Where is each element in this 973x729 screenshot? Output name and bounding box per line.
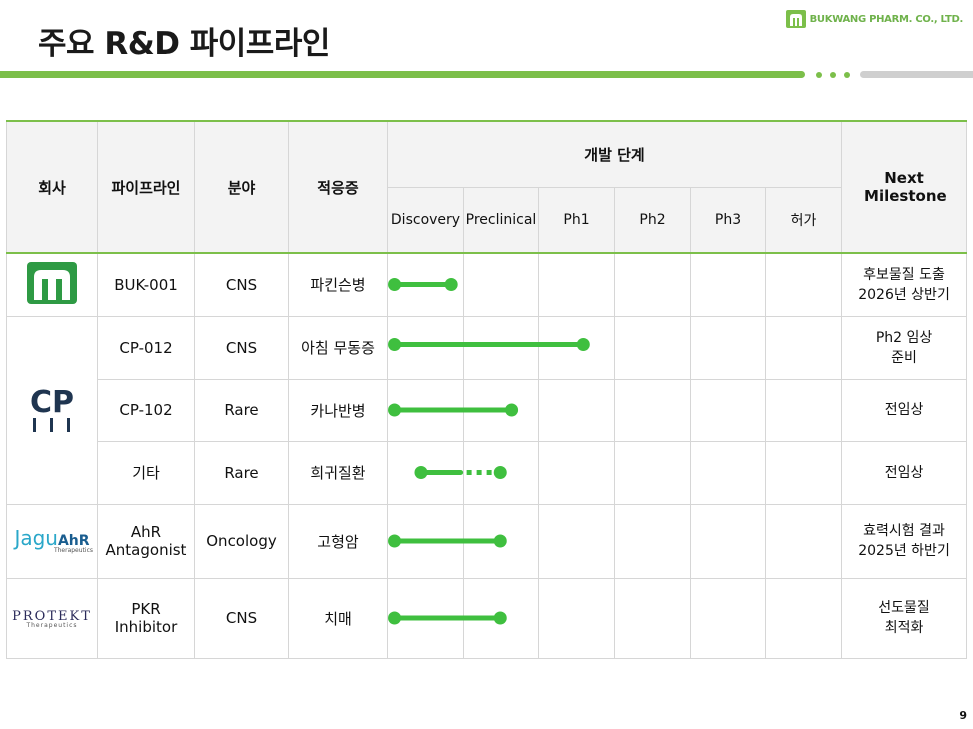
header-indication: 적응증: [288, 120, 388, 254]
stage-header: Ph1: [538, 186, 615, 254]
field: CNS: [194, 315, 289, 380]
header-dot: [844, 72, 850, 78]
header-pipeline: 파이프라인: [97, 120, 195, 254]
field: Rare: [194, 440, 289, 505]
stage-header: Ph2: [614, 186, 691, 254]
indication: 카나반병: [288, 378, 388, 442]
indication: 치매: [288, 577, 388, 659]
field: CNS: [194, 577, 289, 659]
header-company: 회사: [6, 120, 98, 254]
bukwang-logo-icon: [785, 10, 806, 28]
pipeline-table: 회사 파이프라인 분야 적응증 개발 단계 Next Milestone Dis…: [6, 120, 968, 659]
table-row: JaguAhR Therapeutics AhR Antagonist Oncol…: [6, 503, 968, 579]
stage-header: Ph3: [690, 186, 766, 254]
svg-text:CP: CP: [30, 385, 74, 420]
next-milestone: 후보물질 도출 2026년 상반기: [841, 252, 968, 317]
bukwang-company-icon: [27, 261, 77, 304]
stage-header: Discovery: [387, 186, 464, 254]
field: CNS: [194, 252, 289, 317]
table-row: CP CP-012 CNS 아침 무동증 Ph2 임상 준비: [6, 315, 968, 505]
stage-header: Preclinical: [463, 186, 539, 254]
company-logo-cp: CP: [6, 315, 98, 505]
table-row: CP-102 Rare 카나반병 전임상: [7, 378, 968, 442]
pipeline-name: CP-102: [97, 378, 195, 442]
header-rule-grey: [860, 71, 973, 78]
company-logo-jaguahr: JaguAhR Therapeutics: [6, 503, 98, 579]
next-milestone: 전임상: [841, 440, 968, 505]
table-row: 기타 Rare 희귀질환 전임상: [7, 440, 968, 505]
next-milestone: 효력시험 결과 2025년 하반기: [841, 503, 968, 579]
header-field: 분야: [194, 120, 289, 254]
table-row: PROTEKT Therapeutics PKR Inhibitor CNS 치매…: [6, 577, 968, 659]
header-dot: [816, 72, 822, 78]
pipeline-name: AhR Antagonist: [97, 503, 195, 579]
header-dot: [830, 72, 836, 78]
pipeline-name: BUK-001: [97, 252, 195, 317]
brand-logo: BUKWANG PHARM. CO., LTD.: [785, 10, 964, 28]
header-stage-group: 개발 단계: [386, 120, 843, 188]
next-milestone: Ph2 임상 준비: [841, 315, 968, 380]
pipeline-name: 기타: [97, 440, 195, 505]
brand-name: BUKWANG PHARM. CO., LTD.: [809, 13, 964, 25]
table-row: BUK-001 CNS 파킨슨병 후보물질 도출 2026년 상반기: [6, 252, 968, 317]
header-next-milestone: Next Milestone: [841, 120, 968, 254]
indication: 고형암: [288, 503, 388, 579]
header-next-label: Next Milestone: [864, 169, 947, 205]
pipeline-name: CP-012: [97, 315, 195, 380]
next-milestone: 선도물질 최적화: [841, 577, 968, 659]
company-logo-protekt: PROTEKT Therapeutics: [6, 577, 98, 659]
header-rule: [0, 71, 805, 78]
company-logo-bukwang: [6, 252, 98, 317]
page-title: 주요 R&D 파이프라인: [38, 26, 330, 62]
cp-company-icon: CP: [30, 385, 74, 432]
pipeline-name: PKR Inhibitor: [97, 577, 195, 659]
indication: 희귀질환: [288, 440, 388, 505]
page-number: 9: [959, 709, 967, 722]
indication: 파킨슨병: [288, 252, 388, 317]
indication: 아침 무동증: [288, 315, 388, 380]
field: Oncology: [194, 503, 289, 579]
stage-header: 허가: [764, 186, 843, 254]
next-milestone: 전임상: [841, 378, 968, 442]
field: Rare: [194, 378, 289, 442]
